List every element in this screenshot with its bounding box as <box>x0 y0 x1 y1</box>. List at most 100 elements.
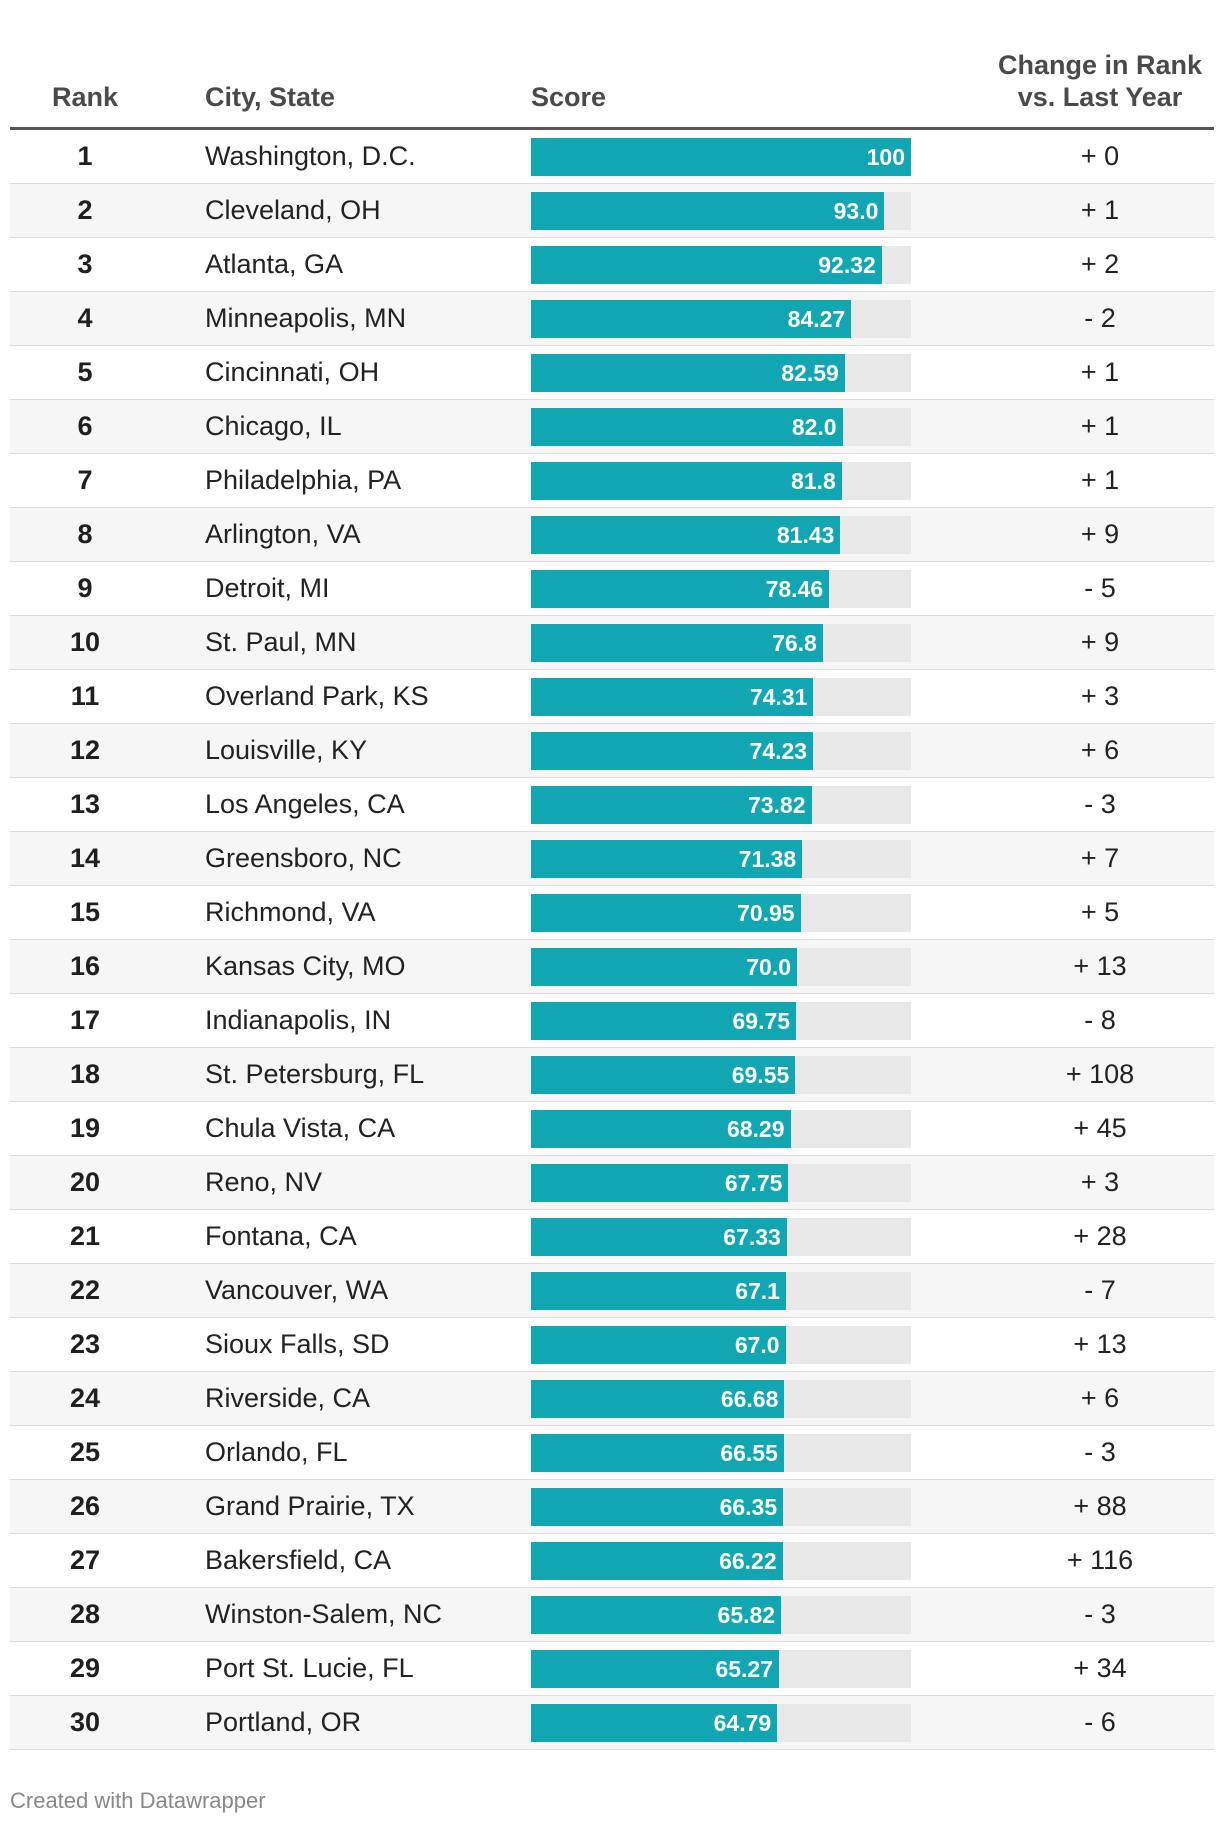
score-bar-track: 65.27 <box>531 1650 911 1688</box>
score-label: 81.8 <box>791 468 836 494</box>
ranking-table: Rank City, State Score Change in Rank vs… <box>10 24 1214 1750</box>
change-cell: - 7 <box>1084 1275 1116 1305</box>
change-cell: + 116 <box>1066 1545 1134 1575</box>
score-bar: 66.35 <box>531 1488 784 1526</box>
score-label: 74.31 <box>749 684 808 710</box>
table-row: 17 Indianapolis, IN 69.75 - 8 <box>10 994 1214 1048</box>
score-bar-track: 74.23 <box>531 732 911 770</box>
table-row: 5 Cincinnati, OH 82.59 + 1 <box>10 346 1214 400</box>
change-cell: + 108 <box>1065 1059 1135 1089</box>
city-cell: Riverside, CA <box>205 1383 371 1413</box>
score-label: 71.38 <box>738 846 797 872</box>
score-label: 67.0 <box>734 1332 780 1358</box>
rank-cell: 29 <box>69 1653 101 1683</box>
city-cell: Fontana, CA <box>205 1221 357 1251</box>
score-bar-track: 66.55 <box>531 1434 911 1472</box>
rank-cell: 11 <box>70 681 100 711</box>
city-cell: Port St. Lucie, FL <box>205 1653 414 1683</box>
score-bar: 69.55 <box>531 1056 796 1094</box>
city-cell: Minneapolis, MN <box>205 303 407 333</box>
score-bar: 74.23 <box>531 732 814 770</box>
score-bar: 68.29 <box>531 1110 791 1148</box>
table-row: 18 St. Petersburg, FL 69.55 + 108 <box>10 1048 1214 1102</box>
rank-cell: 25 <box>69 1437 101 1467</box>
score-label: 100 <box>866 144 905 170</box>
table-row: 2 Cleveland, OH 93.0 + 1 <box>10 184 1214 238</box>
header-score[interactable]: Score <box>531 82 607 112</box>
rank-cell: 8 <box>77 519 93 549</box>
score-bar-track: 93.0 <box>531 192 911 230</box>
table-row: 16 Kansas City, MO 70.0 + 13 <box>10 940 1214 994</box>
rank-cell: 15 <box>69 897 101 927</box>
table-row: 13 Los Angeles, CA 73.82 - 3 <box>10 778 1214 832</box>
score-bar: 82.0 <box>531 408 843 446</box>
score-label: 81.43 <box>776 522 835 548</box>
score-bar-track: 70.95 <box>531 894 911 932</box>
city-cell: Indianapolis, IN <box>205 1005 392 1035</box>
rank-cell: 9 <box>77 573 93 603</box>
change-cell: + 34 <box>1073 1653 1127 1683</box>
city-cell: Los Angeles, CA <box>205 789 405 819</box>
rank-cell: 2 <box>77 195 93 225</box>
score-label: 70.95 <box>737 900 795 926</box>
change-cell: + 6 <box>1080 735 1120 765</box>
score-bar-track: 78.46 <box>531 570 911 608</box>
table-row: 11 Overland Park, KS 74.31 + 3 <box>10 670 1214 724</box>
score-bar: 70.95 <box>531 894 801 932</box>
rank-cell: 14 <box>69 843 101 873</box>
rank-cell: 26 <box>69 1491 101 1521</box>
table-row: 29 Port St. Lucie, FL 65.27 + 34 <box>10 1642 1214 1696</box>
city-cell: Bakersfield, CA <box>205 1545 392 1575</box>
city-cell: Philadelphia, PA <box>205 465 402 495</box>
table-row: 30 Portland, OR 64.79 - 6 <box>10 1696 1214 1750</box>
score-bar-track: 82.59 <box>531 354 911 392</box>
header-change-in-rank[interactable]: Change in Rank vs. Last Year <box>997 50 1203 112</box>
score-bar: 76.8 <box>531 624 823 662</box>
change-cell: + 45 <box>1073 1113 1127 1143</box>
score-bar-track: 92.32 <box>531 246 911 284</box>
table-row: 3 Atlanta, GA 92.32 + 2 <box>10 238 1214 292</box>
change-cell: + 9 <box>1080 519 1120 549</box>
score-bar-track: 66.35 <box>531 1488 911 1526</box>
score-bar: 69.75 <box>531 1002 797 1040</box>
rank-cell: 17 <box>69 1005 101 1035</box>
change-cell: + 1 <box>1080 465 1120 495</box>
score-bar: 67.1 <box>531 1272 786 1310</box>
score-label: 68.29 <box>726 1116 785 1142</box>
datawrapper-credit[interactable]: Created with Datawrapper <box>10 1788 266 1813</box>
change-cell: + 3 <box>1080 1167 1120 1197</box>
change-cell: - 3 <box>1084 1599 1116 1629</box>
score-bar: 67.33 <box>531 1218 787 1256</box>
table-row: 24 Riverside, CA 66.68 + 6 <box>10 1372 1214 1426</box>
table-header: Rank City, State Score Change in Rank vs… <box>10 24 1214 130</box>
city-cell: Portland, OR <box>205 1707 362 1737</box>
change-cell: + 5 <box>1080 897 1120 927</box>
score-bar-track: 67.1 <box>531 1272 911 1310</box>
score-bar-track: 67.75 <box>531 1164 911 1202</box>
header-city-state[interactable]: City, State <box>205 82 336 112</box>
table-row: 15 Richmond, VA 70.95 + 5 <box>10 886 1214 940</box>
city-cell: Reno, NV <box>205 1167 323 1197</box>
score-label: 69.75 <box>732 1008 791 1034</box>
score-label: 76.8 <box>772 630 817 656</box>
rank-cell: 24 <box>69 1383 101 1413</box>
score-label: 70.0 <box>746 954 791 980</box>
score-bar-track: 70.0 <box>531 948 911 986</box>
score-bar: 81.43 <box>531 516 841 554</box>
score-bar-track: 69.55 <box>531 1056 911 1094</box>
rank-cell: 13 <box>69 789 101 819</box>
score-bar: 65.27 <box>531 1650 780 1688</box>
table-row: 23 Sioux Falls, SD 67.0 + 13 <box>10 1318 1214 1372</box>
table-row: 21 Fontana, CA 67.33 + 28 <box>10 1210 1214 1264</box>
score-bar-track: 81.43 <box>531 516 911 554</box>
rank-cell: 1 <box>77 141 93 171</box>
score-bar: 84.27 <box>531 300 852 338</box>
score-bar: 64.79 <box>531 1704 778 1742</box>
change-cell: + 7 <box>1080 843 1120 873</box>
header-rank[interactable]: Rank <box>51 82 119 112</box>
table-row: 1 Washington, D.C. 100 + 0 <box>10 130 1214 184</box>
score-label: 66.68 <box>720 1386 779 1412</box>
rank-cell: 21 <box>69 1221 101 1251</box>
score-label: 65.82 <box>717 1602 776 1628</box>
